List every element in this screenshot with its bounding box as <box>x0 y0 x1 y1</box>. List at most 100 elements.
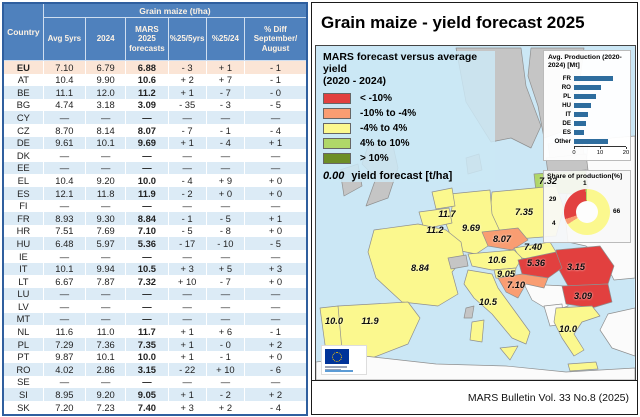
map-label-EL: 10.0 <box>559 324 577 334</box>
legend-swatch <box>323 153 351 165</box>
map-country-bulgaria <box>561 283 613 309</box>
mars-forecast-value: 3.15 <box>125 363 169 376</box>
country-code: LV <box>2 300 44 313</box>
table-row: CZ 8.70 8.14 8.07- 7- 1- 4 <box>2 123 307 137</box>
yield-value: — <box>85 249 126 263</box>
column-header-avg5yrs: Avg 5yrs <box>42 17 87 61</box>
axis-tick-label: 0 <box>572 149 576 156</box>
percent-value: + 0 <box>244 174 307 187</box>
percent-value: — <box>205 375 245 389</box>
legend-subtitle: (2020 - 2024) <box>323 75 387 88</box>
logo-text-line <box>325 366 347 368</box>
mars-forecast-value: 11.7 <box>125 325 169 339</box>
map-label-CZ: 8.07 <box>493 234 511 244</box>
column-header-pct25-5yrs: %25/5yrs <box>167 17 207 61</box>
country-code: IT <box>2 262 44 276</box>
percent-value: - 1 <box>244 325 307 339</box>
yield-value: — <box>42 199 86 213</box>
map-label-PT: 10.0 <box>325 316 343 326</box>
legend-label: > 10% <box>360 153 389 165</box>
percent-value: - 1 <box>244 73 307 87</box>
bar-row: Other <box>548 137 626 146</box>
table-row: PL 7.29 7.36 7.35 + 1- 0 + 2 <box>2 338 307 351</box>
yield-value: 10.4 <box>42 73 86 87</box>
yield-value: — <box>42 287 86 301</box>
map-land-north-africa <box>316 355 635 380</box>
map-panel: Grain maize - yield forecast 2025 <box>311 2 638 415</box>
table-row: IT 10.1 9.94 10.5 + 3 + 5 + 3 <box>2 262 307 276</box>
mars-forecast-value: 8.07 <box>125 123 169 137</box>
bar <box>574 75 613 82</box>
yield-value: 3.18 <box>85 98 126 112</box>
bulletin-caption-text: MARS Bulletin Vol. 33 No.8 (2025) <box>467 391 629 404</box>
bar <box>574 138 608 145</box>
yield-value: 7.23 <box>85 401 126 415</box>
yield-value: 6.67 <box>42 275 86 288</box>
percent-value: + 10 <box>167 275 207 288</box>
map-label-LT: 7.32 <box>539 176 557 186</box>
yield-value: 10.1 <box>85 350 126 364</box>
yield-value: 8.93 <box>42 212 86 225</box>
country-code: DE <box>2 136 44 150</box>
percent-value: - 2 <box>205 388 245 402</box>
percent-value: — <box>167 161 207 175</box>
country-code: FI <box>2 199 44 213</box>
yield-value: 4.02 <box>42 363 86 376</box>
yield-value: 9.87 <box>42 350 86 364</box>
map-label-DE: 9.69 <box>462 223 480 233</box>
percent-value: + 1 <box>244 136 307 150</box>
percent-value: - 1 <box>205 350 245 364</box>
yield-value: 11.0 <box>85 325 126 339</box>
country-code: HR <box>2 224 44 238</box>
yield-value: — <box>85 300 126 313</box>
share-of-production-chart: Share of production[%] 66 4 29 1 <box>543 170 631 243</box>
percent-value: + 1 <box>167 325 207 339</box>
percent-value: + 0 <box>244 186 307 200</box>
map-legend: MARS forecast versus average yield (2020… <box>323 51 495 183</box>
map-label-SI: 9.05 <box>497 269 515 279</box>
donut-wrap: 66 4 29 1 <box>547 180 627 238</box>
map-country-croatia <box>497 273 549 299</box>
yield-value: 9.90 <box>85 73 126 87</box>
percent-value: + 2 <box>167 73 207 87</box>
eu-flag-icon <box>325 349 349 364</box>
percent-value: + 10 <box>205 363 245 376</box>
percent-value: — <box>167 300 207 313</box>
percent-value: - 1 <box>205 123 245 137</box>
bar <box>574 120 586 127</box>
legend-swatch <box>323 138 351 150</box>
mars-forecast-value: 7.35 <box>125 338 169 351</box>
mars-forecast-value: 10.6 <box>125 73 169 87</box>
map-label-FR: 8.84 <box>411 263 429 273</box>
yield-value: 9.20 <box>85 174 126 187</box>
bar-chart-axis: 0 10 20 <box>572 145 630 157</box>
yield-value: — <box>42 149 86 162</box>
mars-forecast-value: 10.0 <box>125 174 169 187</box>
percent-value: - 5 <box>167 224 207 238</box>
country-code: EL <box>2 174 44 187</box>
table-row: SI 8.95 9.20 9.05 + 1- 2 + 2 <box>2 388 307 402</box>
country-code: PL <box>2 338 44 351</box>
percent-value: — <box>205 312 245 326</box>
percent-value: + 1 <box>167 350 207 364</box>
yield-value: — <box>42 300 86 313</box>
bar-row: ES <box>548 128 626 137</box>
table-row: DK — — — — — — <box>2 149 307 162</box>
percent-value: + 7 <box>205 73 245 87</box>
mars-forecast-value: 11.2 <box>125 86 169 99</box>
map-country-hungary <box>517 251 563 279</box>
percent-value: - 4 <box>244 401 307 415</box>
percent-value: — <box>205 249 245 263</box>
table-row: SK 7.20 7.23 7.40 + 3 + 2- 4 <box>2 401 307 415</box>
bar <box>574 129 585 136</box>
yield-value: 7.29 <box>42 338 86 351</box>
bar-label: Other <box>554 137 571 145</box>
legend-note: 0.00 yield forecast [t/ha] <box>323 170 495 182</box>
yield-value: 10.4 <box>42 174 86 187</box>
map-country-belgium <box>418 207 453 230</box>
axis-tick-label: 20 <box>622 149 630 156</box>
table-row: MT — — — — — — <box>2 312 307 326</box>
country-code: BG <box>2 98 44 112</box>
yield-table: Country Grain maize (t/ha) Avg 5yrs 2024… <box>2 2 308 416</box>
percent-value: — <box>167 111 207 124</box>
